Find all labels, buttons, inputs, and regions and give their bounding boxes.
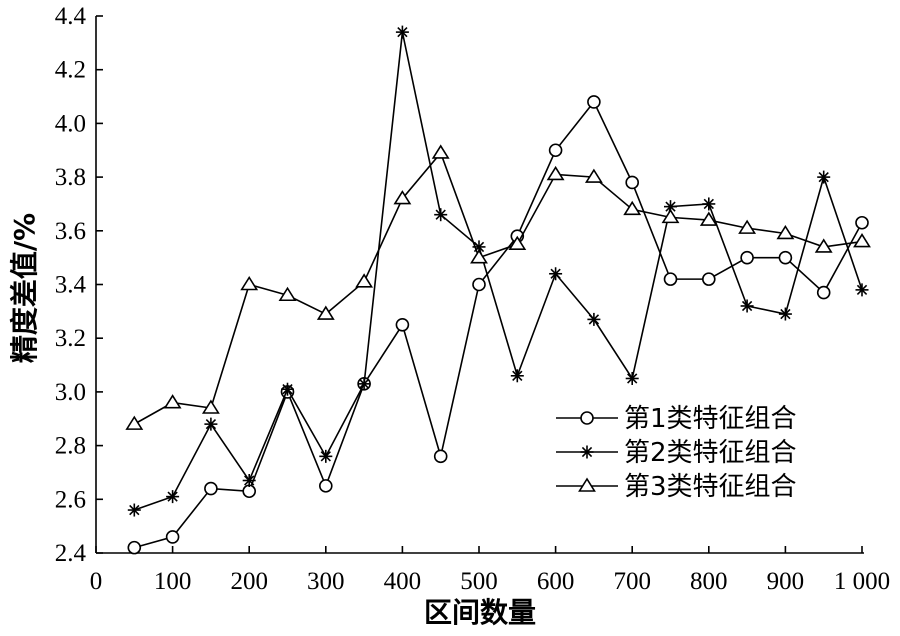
series-1-point <box>855 215 869 230</box>
series-1-point <box>472 277 486 292</box>
series-2-point <box>434 208 448 222</box>
y-axis-ticks: 2.4 2.6 2.8 3.0 3.2 3.4 3.6 3.8 4.0 4.2 4.4 <box>55 3 103 567</box>
series-2-point <box>319 449 333 463</box>
series-2-point <box>395 25 409 39</box>
y-tick-label: 4.0 <box>55 110 86 137</box>
series-2-point <box>204 417 218 431</box>
series-2-point <box>817 170 831 184</box>
series-2-point <box>127 503 141 517</box>
y-tick-label: 2.4 <box>55 540 87 567</box>
series-1-point <box>165 530 180 544</box>
series-2-point <box>855 283 869 297</box>
series-2-line <box>134 31 863 511</box>
y-tick-label: 3.8 <box>55 164 86 191</box>
x-tick-label: 100 <box>154 568 192 595</box>
series-1-point <box>127 540 142 555</box>
series-1-line <box>134 100 863 549</box>
series-1-point <box>395 317 410 332</box>
legend-label: 第3类特征组合 <box>624 472 797 502</box>
series-2-point <box>281 382 294 396</box>
series-3-point <box>853 233 871 248</box>
series-1-point <box>242 484 256 499</box>
series-3-point <box>201 399 220 414</box>
y-tick-label: 3.4 <box>55 272 87 299</box>
series-2-point <box>242 474 256 488</box>
legend-label: 第2类特征组合 <box>624 438 797 468</box>
series-1-point <box>318 479 333 493</box>
legend-marker <box>580 411 594 425</box>
legend-item-1: 第1类特征组合 <box>556 404 797 434</box>
series-1-point <box>778 250 793 265</box>
series-2-point <box>510 369 524 383</box>
series-1-point <box>587 95 601 109</box>
series-1-point <box>740 250 754 265</box>
series-3 <box>125 144 871 430</box>
y-tick-label: 3.2 <box>55 325 86 352</box>
series-3-point <box>776 224 795 240</box>
x-tick-label: 200 <box>230 568 268 595</box>
series-1-point <box>701 272 716 286</box>
series-3-point <box>623 200 642 216</box>
series-1-point <box>548 143 563 158</box>
y-tick-label: 2.8 <box>55 433 86 460</box>
series-3-point <box>163 394 182 409</box>
series-3-point <box>738 219 757 234</box>
series-3-point <box>355 273 374 288</box>
x-tick-label: 700 <box>613 568 651 595</box>
legend-label: 第1类特征组合 <box>624 404 797 434</box>
series-3-point <box>470 249 488 264</box>
series-3-point <box>125 415 144 430</box>
x-tick-label: 800 <box>690 568 728 595</box>
series-3-point <box>546 165 565 181</box>
series-3-point <box>699 211 718 226</box>
series-3-point <box>508 235 527 251</box>
x-tick-label: 400 <box>384 568 422 595</box>
x-tick-label: 500 <box>460 568 498 595</box>
x-tick-label: 0 <box>90 568 103 595</box>
y-tick-label: 4.4 <box>55 3 87 30</box>
x-axis-title: 区间数量 <box>424 596 536 629</box>
x-tick-label: 1 000 <box>834 568 890 595</box>
legend-item-3: 第3类特征组合 <box>556 472 797 502</box>
series-3-point <box>431 144 450 159</box>
series-3-point <box>814 238 833 253</box>
series-2-point <box>357 377 371 391</box>
legend-item-2: 第2类特征组合 <box>556 438 797 468</box>
x-tick-label: 600 <box>537 568 575 595</box>
series-2-point <box>549 267 563 281</box>
series-1-point <box>204 481 218 496</box>
legend-marker <box>580 445 594 459</box>
y-tick-label: 2.6 <box>55 486 86 513</box>
series-3-point <box>661 208 680 224</box>
x-tick-label: 300 <box>307 568 345 595</box>
legend-marker <box>578 477 596 492</box>
series-2-point <box>587 312 601 326</box>
y-tick-label: 3.0 <box>55 379 86 406</box>
series-1-point <box>816 285 831 300</box>
series-3-point <box>584 168 603 183</box>
series-1-point <box>433 449 448 464</box>
y-tick-label: 3.6 <box>55 218 86 245</box>
series-2-point <box>625 371 639 385</box>
series-2 <box>127 25 869 517</box>
series-3-point <box>316 305 335 320</box>
x-tick-label: 900 <box>767 568 805 595</box>
y-tick-label: 4.2 <box>55 57 86 84</box>
series-2-point <box>778 307 792 321</box>
series-2-point <box>740 299 754 313</box>
series-1-point <box>663 272 678 286</box>
series-layer <box>125 25 871 555</box>
series-3-point <box>278 286 297 302</box>
series-2-point <box>702 197 716 211</box>
series-3-point <box>393 190 412 205</box>
series-1-point <box>625 175 640 190</box>
series-2-point <box>166 490 180 504</box>
x-axis-ticks: 0 100 200 300 400 500 600 700 800 900 1 000 <box>90 546 890 595</box>
y-axis-title: 精度差值/% <box>8 213 41 363</box>
series-3-point <box>240 275 259 291</box>
